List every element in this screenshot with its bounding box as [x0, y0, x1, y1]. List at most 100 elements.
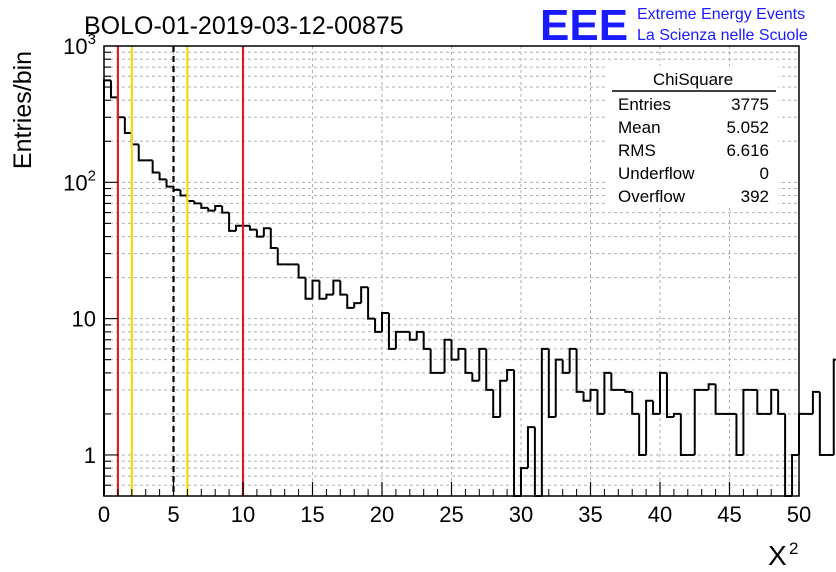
y-axis-label: Entries/bin: [9, 51, 37, 169]
x-tick-label: 30: [509, 502, 533, 527]
histogram-bin: [422, 331, 431, 350]
x-axis-label-base: X: [768, 540, 787, 571]
histogram-bin: [770, 388, 779, 414]
y-tick-label: 102: [63, 167, 96, 195]
histogram-bin: [325, 293, 334, 299]
stat-value: 3775: [731, 95, 769, 114]
x-axis-label-exponent: 2: [789, 539, 798, 558]
histogram-bin: [387, 312, 396, 350]
histogram-bin: [610, 372, 619, 391]
histogram-bin: [631, 391, 640, 415]
reference-lines: [116, 46, 245, 496]
stat-value: 0: [760, 164, 769, 183]
histogram-bin: [679, 413, 688, 456]
histogram-bin: [735, 413, 744, 456]
histogram-bin: [339, 280, 348, 296]
histogram-bin: [568, 347, 577, 373]
histogram-bin: [582, 391, 591, 402]
histogram-bin: [742, 388, 751, 455]
histogram-bin: [547, 348, 556, 418]
stat-key: Entries: [618, 95, 671, 114]
axis-ticks: [103, 51, 800, 497]
histogram-bin: [255, 229, 264, 238]
histogram-bin: [269, 228, 278, 249]
histogram-bin: [235, 224, 243, 231]
histogram-bin: [672, 412, 681, 417]
histogram-bin: [262, 227, 271, 237]
histogram-bin: [624, 389, 633, 393]
histogram-bin: [360, 286, 369, 304]
stats-box-title: ChiSquare: [653, 70, 733, 89]
histogram-bin: [408, 331, 417, 341]
histogram-bin: [179, 189, 188, 197]
histogram-bin: [554, 358, 563, 417]
histogram-bin: [645, 399, 654, 455]
histogram-bin: [381, 311, 389, 332]
histogram-bin: [221, 206, 230, 214]
stat-key: Underflow: [618, 164, 695, 183]
histogram-bin: [575, 348, 584, 393]
histogram-bin: [693, 388, 702, 455]
x-tick-label: 35: [578, 502, 602, 527]
x-tick-label: 40: [648, 502, 672, 527]
histogram-bin: [450, 339, 459, 361]
histogram-bin: [561, 359, 570, 374]
histogram-bin: [332, 279, 341, 295]
histogram-bin: [109, 80, 118, 99]
y-tick-label: 103: [63, 31, 96, 59]
logo-mark: EEE: [540, 1, 628, 50]
histogram-bin: [714, 384, 723, 415]
histogram-bin: [165, 179, 174, 188]
x-tick-label: 15: [300, 502, 324, 527]
histogram-bin: [276, 247, 285, 266]
histogram-bin: [443, 338, 452, 373]
histogram-bin: [777, 389, 786, 415]
histogram-bin: [158, 172, 167, 181]
histogram-bin: [429, 348, 438, 374]
x-tick-label: 45: [717, 502, 741, 527]
histogram-bin: [589, 388, 598, 401]
x-tick-labels: 0 5 10 15 20 25 30 35 40 45 50: [98, 502, 811, 527]
histogram-bin: [137, 144, 146, 162]
stat-value: 392: [741, 187, 769, 206]
stat-key: RMS: [618, 141, 656, 160]
histogram-bin: [123, 117, 132, 135]
stat-value: 5.052: [726, 118, 769, 137]
histogram-bin: [478, 347, 487, 381]
histogram-bin: [228, 212, 237, 232]
histogram-bin: [832, 358, 836, 455]
histogram-bin: [200, 203, 209, 209]
histogram-bin: [318, 280, 327, 300]
stat-value: 6.616: [726, 141, 769, 160]
y-tick-label: 1: [84, 443, 96, 468]
x-tick-label: 5: [167, 502, 179, 527]
histogram-bin: [526, 426, 535, 469]
histogram-bin: [506, 369, 515, 381]
histogram-bin: [707, 383, 716, 390]
histogram-bin: [415, 330, 424, 340]
histogram-bin: [207, 207, 216, 212]
x-axis-label: X 2: [768, 539, 798, 571]
histogram-bin: [464, 348, 473, 374]
histogram-bin: [297, 264, 306, 279]
histogram-bin: [471, 372, 480, 382]
x-tick-label: 20: [370, 502, 394, 527]
histogram-bin: [665, 372, 674, 418]
y-tick-label: 10: [72, 307, 96, 332]
histogram-bin: [367, 287, 376, 320]
histogram-bin: [304, 277, 313, 300]
histogram-bin: [540, 347, 549, 496]
x-tick-label: 25: [439, 502, 463, 527]
histogram-bin: [394, 330, 403, 349]
histogram-bin: [353, 302, 362, 308]
histogram-bin: [485, 348, 494, 391]
run-title: BOLO-01-2019-03-12-00875: [84, 12, 404, 40]
logo-line-2: La Scienza nelle Scuole: [637, 27, 808, 44]
stat-key: Overflow: [618, 187, 686, 206]
stats-box: ChiSquare Entries 3775 Mean 5.052 RMS 6.…: [608, 66, 778, 208]
histogram-bin: [652, 400, 660, 415]
stats-box-background: [608, 66, 778, 208]
histogram-bin: [214, 205, 223, 211]
histogram-bin: [492, 389, 501, 418]
